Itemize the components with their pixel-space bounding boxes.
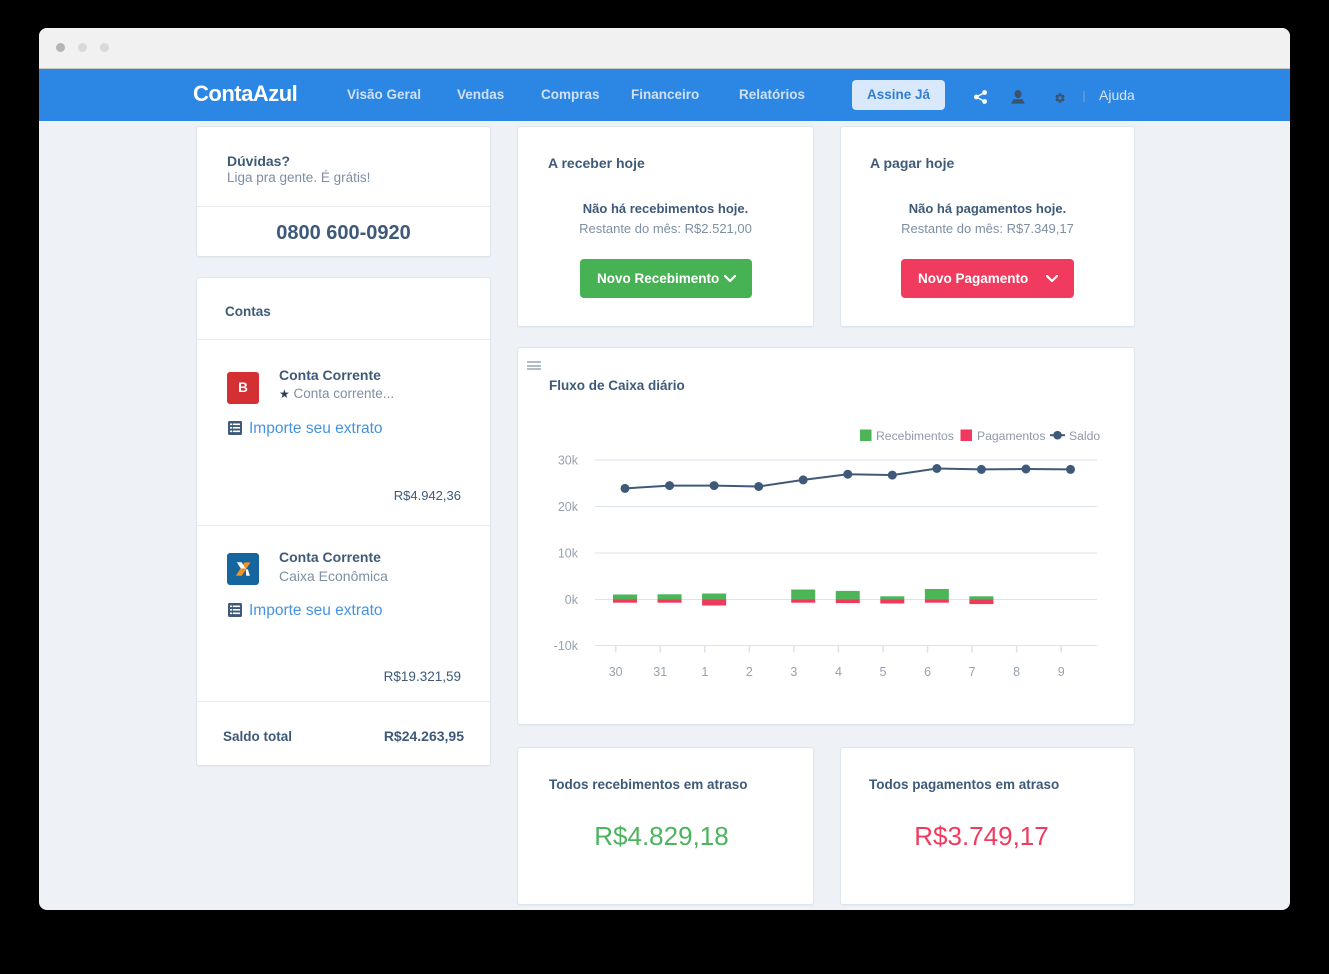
svg-text:31: 31 <box>653 665 667 679</box>
svg-text:9: 9 <box>1058 665 1065 679</box>
svg-text:0k: 0k <box>565 593 579 607</box>
svg-text:2: 2 <box>746 665 753 679</box>
svg-text:-10k: -10k <box>554 639 579 653</box>
svg-text:6: 6 <box>924 665 931 679</box>
svg-text:7: 7 <box>969 665 976 679</box>
svg-text:10k: 10k <box>558 547 579 561</box>
svg-text:Pagamentos: Pagamentos <box>977 429 1045 443</box>
svg-text:Recebimentos: Recebimentos <box>876 429 954 443</box>
svg-text:5: 5 <box>880 665 887 679</box>
svg-text:8: 8 <box>1013 665 1020 679</box>
svg-text:Saldo: Saldo <box>1069 429 1100 443</box>
svg-text:30k: 30k <box>558 454 579 468</box>
svg-text:3: 3 <box>790 665 797 679</box>
svg-text:30: 30 <box>609 665 623 679</box>
svg-text:20k: 20k <box>558 500 579 514</box>
svg-text:4: 4 <box>835 665 842 679</box>
svg-text:1: 1 <box>701 665 708 679</box>
